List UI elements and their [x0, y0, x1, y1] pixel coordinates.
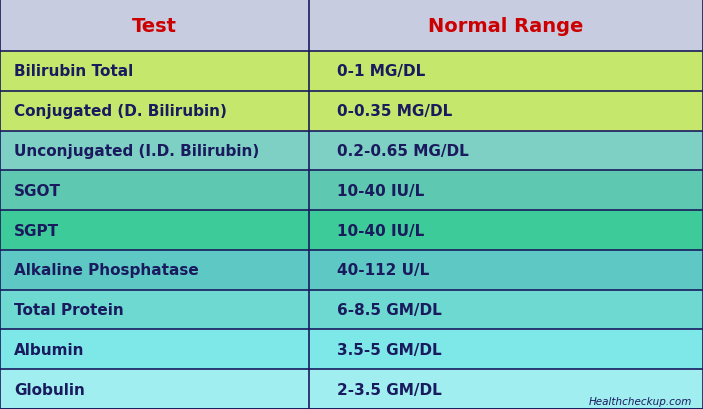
Bar — [0, 250, 309, 290]
Text: Alkaline Phosphatase: Alkaline Phosphatase — [14, 263, 199, 278]
Text: 2-3.5 GM/DL: 2-3.5 GM/DL — [337, 382, 442, 397]
Text: Unconjugated (I.D. Bilirubin): Unconjugated (I.D. Bilirubin) — [14, 144, 259, 159]
Text: 10-40 IU/L: 10-40 IU/L — [337, 183, 425, 198]
Bar — [309, 52, 703, 92]
Text: 0-0.35 MG/DL: 0-0.35 MG/DL — [337, 104, 453, 119]
Bar — [309, 250, 703, 290]
Text: 0.2-0.65 MG/DL: 0.2-0.65 MG/DL — [337, 144, 469, 159]
Text: 6-8.5 GM/DL: 6-8.5 GM/DL — [337, 302, 442, 317]
Bar — [309, 211, 703, 250]
Bar — [309, 330, 703, 369]
Text: Albumin: Albumin — [14, 342, 84, 357]
Text: Healthcheckup.com: Healthcheckup.com — [589, 396, 692, 406]
Bar — [0, 131, 309, 171]
Bar — [309, 369, 703, 409]
Bar — [0, 92, 309, 131]
Bar — [0, 211, 309, 250]
Bar — [0, 290, 309, 330]
Bar — [309, 131, 703, 171]
Text: Total Protein: Total Protein — [14, 302, 124, 317]
Bar — [309, 171, 703, 211]
Text: 10-40 IU/L: 10-40 IU/L — [337, 223, 425, 238]
Text: Bilirubin Total: Bilirubin Total — [14, 64, 134, 79]
Text: Globulin: Globulin — [14, 382, 85, 397]
Bar — [309, 290, 703, 330]
Text: 40-112 U/L: 40-112 U/L — [337, 263, 430, 278]
Bar — [0, 330, 309, 369]
Bar — [0, 171, 309, 211]
Text: Conjugated (D. Bilirubin): Conjugated (D. Bilirubin) — [14, 104, 227, 119]
Text: Test: Test — [132, 16, 177, 36]
Bar — [0, 0, 703, 52]
Text: 0-1 MG/DL: 0-1 MG/DL — [337, 64, 426, 79]
Bar — [309, 92, 703, 131]
Text: 3.5-5 GM/DL: 3.5-5 GM/DL — [337, 342, 442, 357]
Bar — [0, 369, 309, 409]
Text: Normal Range: Normal Range — [428, 16, 584, 36]
Bar — [0, 52, 309, 92]
Text: SGOT: SGOT — [14, 183, 61, 198]
Text: SGPT: SGPT — [14, 223, 59, 238]
